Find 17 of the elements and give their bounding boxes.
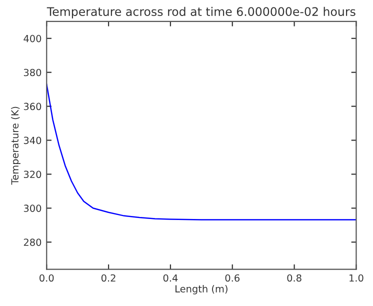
chart-title: Temperature across rod at time 6.000000e-02 hours [46, 6, 356, 18]
line-series [46, 84, 356, 220]
y-tick-label: 400 [24, 34, 42, 42]
x-tick-label: 0.0 [40, 274, 54, 282]
y-tick-label: 380 [24, 68, 42, 76]
x-tick-label: 1.0 [350, 274, 364, 282]
x-tick-label: 0.4 [163, 274, 178, 282]
x-axis-title: Length (m) [176, 284, 228, 294]
x-tick-label: 0.8 [287, 274, 302, 282]
y-tick-label: 320 [24, 170, 42, 178]
y-tick-label: 340 [24, 136, 42, 144]
x-tick-label: 0.2 [101, 274, 116, 282]
y-tick-label: 280 [24, 238, 42, 246]
y-axis-title: Temperature (K) [11, 106, 20, 185]
x-tick-label: 0.6 [225, 274, 240, 282]
y-tick-label: 300 [24, 204, 42, 212]
y-tick-label: 360 [24, 102, 42, 110]
